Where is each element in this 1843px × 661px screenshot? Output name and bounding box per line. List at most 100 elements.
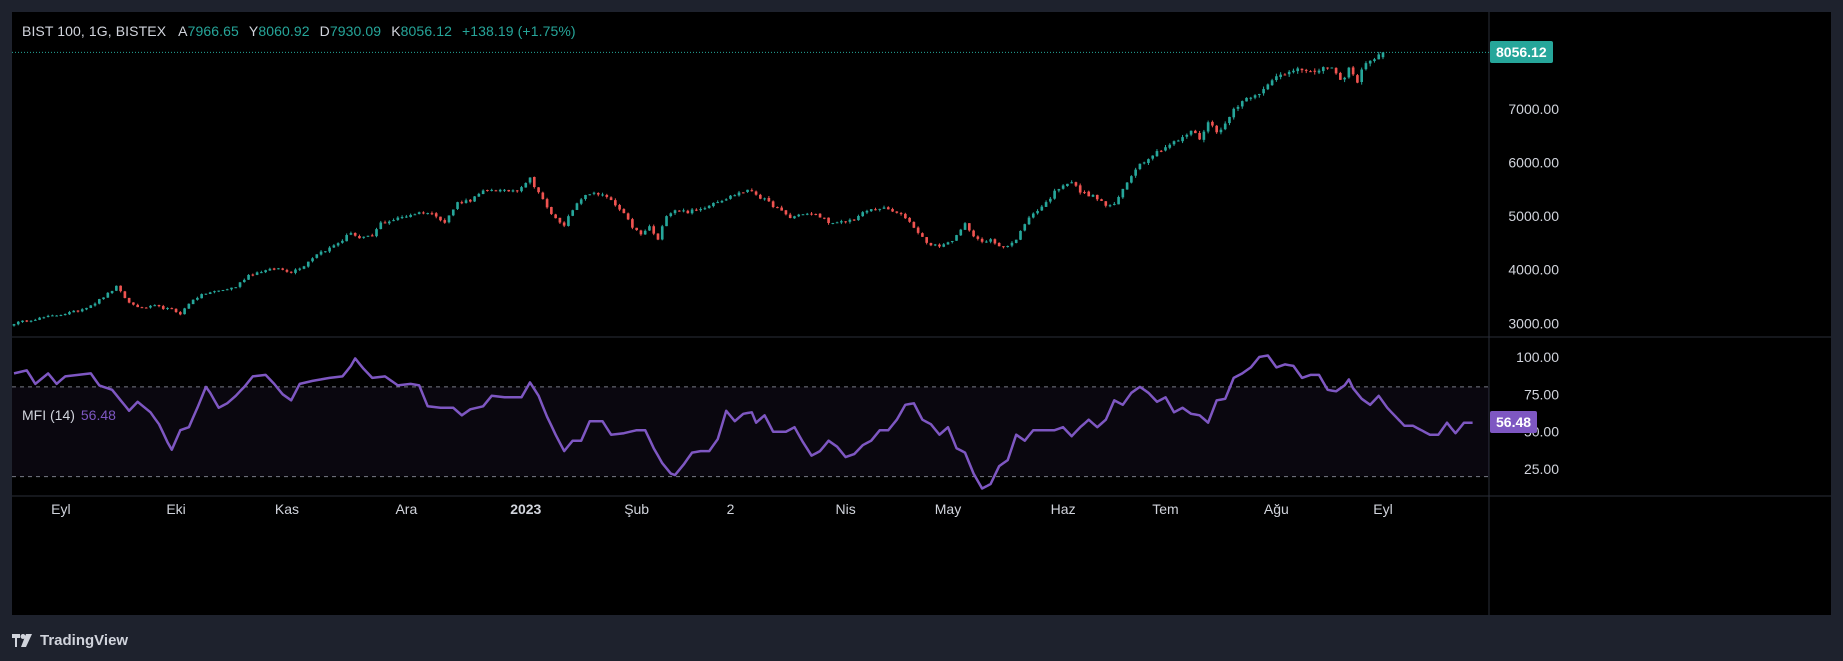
candle[interactable]: [80, 308, 84, 313]
candle[interactable]: [157, 304, 161, 308]
candle[interactable]: [861, 211, 865, 217]
symbol-title[interactable]: BIST 100, 1G, BISTEX: [22, 23, 167, 39]
candle[interactable]: [955, 234, 958, 241]
candle[interactable]: [562, 221, 566, 228]
candle[interactable]: [187, 303, 191, 310]
candle[interactable]: [1304, 68, 1308, 74]
candle[interactable]: [622, 208, 626, 214]
candle[interactable]: [1347, 66, 1351, 79]
candle[interactable]: [814, 213, 818, 216]
candle[interactable]: [1087, 190, 1091, 197]
candle[interactable]: [72, 310, 76, 313]
candle[interactable]: [144, 307, 148, 309]
candle[interactable]: [272, 267, 276, 271]
candle[interactable]: [609, 196, 613, 201]
candle[interactable]: [345, 233, 348, 242]
candle[interactable]: [1078, 183, 1082, 195]
candle[interactable]: [132, 302, 135, 306]
candle[interactable]: [1198, 130, 1201, 141]
candle[interactable]: [264, 269, 267, 274]
candle[interactable]: [925, 237, 928, 245]
candle[interactable]: [225, 288, 229, 291]
candle[interactable]: [1164, 144, 1167, 152]
candle[interactable]: [477, 192, 481, 197]
candle[interactable]: [596, 192, 600, 197]
candle[interactable]: [311, 257, 314, 263]
candle[interactable]: [302, 265, 306, 270]
candle[interactable]: [946, 241, 950, 245]
candle[interactable]: [916, 226, 920, 235]
candle[interactable]: [285, 268, 289, 273]
candle[interactable]: [793, 215, 796, 219]
candle[interactable]: [85, 307, 88, 311]
candle[interactable]: [366, 235, 370, 238]
candle[interactable]: [1232, 107, 1236, 120]
candle[interactable]: [12, 323, 16, 327]
candle[interactable]: [1044, 200, 1048, 207]
candle[interactable]: [1074, 181, 1078, 188]
candle[interactable]: [353, 232, 357, 237]
candle[interactable]: [336, 242, 340, 247]
candle[interactable]: [818, 213, 822, 218]
candle[interactable]: [1010, 241, 1014, 248]
candle[interactable]: [1061, 184, 1065, 190]
candle[interactable]: [976, 235, 980, 241]
candle[interactable]: [127, 297, 131, 304]
candle[interactable]: [601, 192, 604, 197]
candle[interactable]: [1014, 239, 1018, 244]
mfi-legend[interactable]: MFI (14) 56.48: [22, 407, 116, 423]
candle[interactable]: [631, 217, 634, 230]
candle[interactable]: [1343, 76, 1346, 83]
candle[interactable]: [434, 212, 438, 219]
candle[interactable]: [204, 293, 208, 295]
candle[interactable]: [447, 215, 451, 224]
candle[interactable]: [1031, 212, 1035, 219]
candle[interactable]: [328, 246, 331, 254]
candle[interactable]: [695, 208, 698, 212]
candle[interactable]: [1155, 149, 1159, 157]
candle[interactable]: [575, 202, 579, 211]
candle[interactable]: [494, 189, 498, 192]
candle[interactable]: [805, 212, 809, 216]
mfi-name[interactable]: MFI (14): [22, 407, 75, 423]
candle[interactable]: [639, 229, 643, 236]
candle[interactable]: [1377, 51, 1381, 60]
candle[interactable]: [1002, 246, 1005, 249]
candle[interactable]: [904, 212, 907, 219]
candle[interactable]: [1066, 183, 1069, 187]
candle[interactable]: [1356, 73, 1359, 84]
candle[interactable]: [707, 205, 711, 209]
candle[interactable]: [771, 200, 775, 209]
candle[interactable]: [319, 250, 323, 256]
candle[interactable]: [221, 289, 225, 292]
candle[interactable]: [997, 242, 1001, 247]
candle[interactable]: [306, 261, 310, 268]
candle[interactable]: [605, 193, 609, 199]
candle[interactable]: [656, 233, 660, 241]
candle[interactable]: [754, 190, 758, 196]
candle[interactable]: [315, 254, 319, 259]
candle[interactable]: [1368, 60, 1372, 67]
candle[interactable]: [1236, 105, 1240, 112]
candle[interactable]: [1125, 182, 1129, 190]
candle[interactable]: [699, 207, 702, 212]
candle[interactable]: [1104, 201, 1108, 208]
candle[interactable]: [1270, 78, 1274, 86]
candle[interactable]: [298, 267, 302, 272]
candle[interactable]: [1176, 139, 1180, 142]
candle[interactable]: [38, 316, 41, 321]
candle[interactable]: [1168, 143, 1172, 150]
candle[interactable]: [1292, 68, 1295, 74]
candle[interactable]: [413, 213, 417, 216]
candle[interactable]: [733, 194, 737, 197]
candle[interactable]: [362, 236, 366, 239]
candle[interactable]: [332, 244, 336, 248]
candle[interactable]: [784, 209, 788, 216]
candle[interactable]: [196, 296, 199, 301]
candle[interactable]: [869, 209, 873, 212]
candle[interactable]: [268, 267, 272, 271]
candle[interactable]: [1287, 70, 1291, 77]
candle[interactable]: [669, 212, 673, 218]
candle[interactable]: [588, 194, 592, 196]
candle[interactable]: [119, 285, 122, 293]
